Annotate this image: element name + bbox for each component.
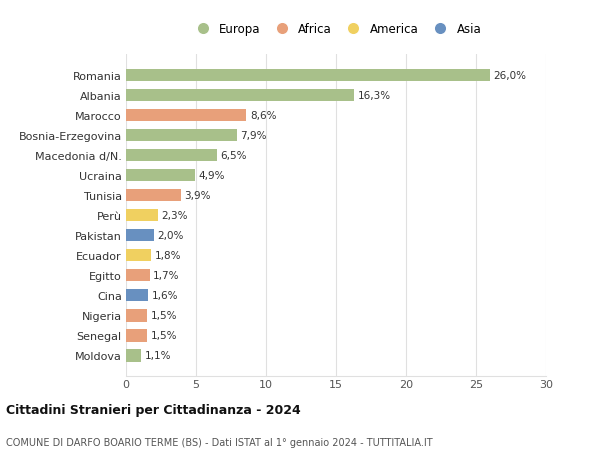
Bar bbox=[126, 190, 181, 202]
Bar bbox=[126, 230, 154, 242]
Bar bbox=[126, 309, 147, 322]
Text: 1,1%: 1,1% bbox=[145, 351, 172, 361]
Bar bbox=[126, 150, 217, 162]
Text: 1,8%: 1,8% bbox=[155, 251, 181, 261]
Legend: Europa, Africa, America, Asia: Europa, Africa, America, Asia bbox=[187, 19, 485, 39]
Bar bbox=[126, 90, 354, 102]
Text: COMUNE DI DARFO BOARIO TERME (BS) - Dati ISTAT al 1° gennaio 2024 - TUTTITALIA.I: COMUNE DI DARFO BOARIO TERME (BS) - Dati… bbox=[6, 437, 433, 447]
Text: 1,5%: 1,5% bbox=[151, 330, 177, 341]
Text: 1,5%: 1,5% bbox=[151, 311, 177, 321]
Text: 4,9%: 4,9% bbox=[198, 171, 224, 181]
Bar bbox=[126, 110, 247, 122]
Bar bbox=[126, 349, 142, 362]
Bar bbox=[126, 169, 194, 182]
Bar bbox=[126, 250, 151, 262]
Bar bbox=[126, 290, 148, 302]
Text: 16,3%: 16,3% bbox=[358, 91, 391, 101]
Bar bbox=[126, 269, 150, 282]
Text: Cittadini Stranieri per Cittadinanza - 2024: Cittadini Stranieri per Cittadinanza - 2… bbox=[6, 403, 301, 416]
Bar bbox=[126, 210, 158, 222]
Text: 3,9%: 3,9% bbox=[184, 191, 211, 201]
Bar bbox=[126, 70, 490, 82]
Text: 1,6%: 1,6% bbox=[152, 291, 178, 301]
Text: 2,3%: 2,3% bbox=[162, 211, 188, 221]
Text: 8,6%: 8,6% bbox=[250, 111, 277, 121]
Text: 1,7%: 1,7% bbox=[154, 271, 180, 280]
Text: 7,9%: 7,9% bbox=[240, 131, 266, 141]
Bar bbox=[126, 330, 147, 342]
Text: 2,0%: 2,0% bbox=[157, 231, 184, 241]
Text: 6,5%: 6,5% bbox=[221, 151, 247, 161]
Text: 26,0%: 26,0% bbox=[493, 71, 527, 81]
Bar bbox=[126, 129, 236, 142]
